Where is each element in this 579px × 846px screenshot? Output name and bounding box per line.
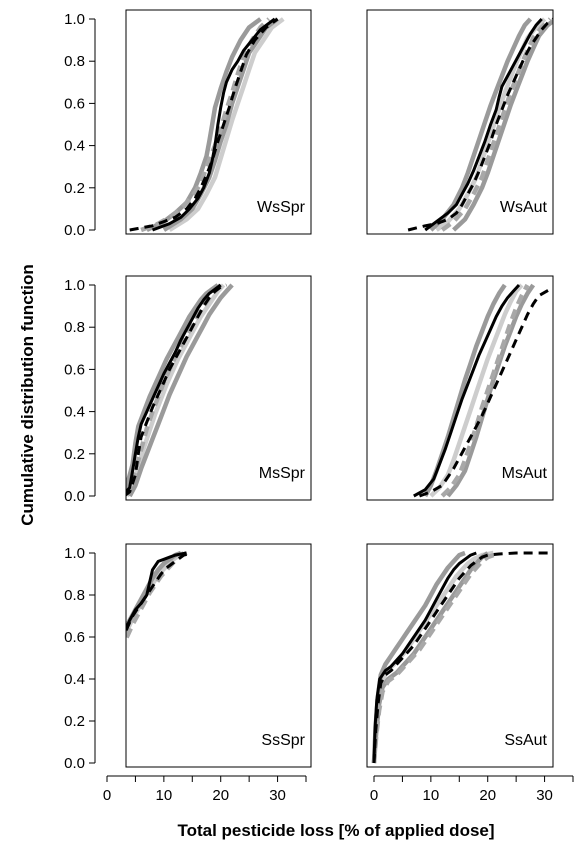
x-tick-label: 30 — [269, 787, 286, 804]
cdf-series-line-0 — [372, 551, 553, 764]
x-tick-label: 30 — [536, 787, 553, 804]
y-tick-label: 0.0 — [64, 222, 85, 239]
y-tick-label: 1.0 — [64, 545, 85, 562]
y-tick-label: 0.6 — [64, 629, 85, 646]
y-tick-label: 0.8 — [64, 319, 85, 336]
panel-wsspr: WsSpr 0.0 0.2 0.4 0.6 0.8 1.0 — [64, 9, 312, 239]
cdf-series-line-4 — [440, 17, 552, 232]
cdf-series-line-4 — [440, 283, 530, 498]
y-tick-label: 0.2 — [64, 180, 85, 197]
series-group — [126, 283, 234, 498]
cdf-series-line-3 — [127, 283, 234, 498]
panel-label: SsAut — [504, 732, 547, 749]
y-tick-label: 0.8 — [64, 587, 85, 604]
cdf-series-line-1 — [372, 551, 477, 764]
cdf-series-line-2 — [126, 283, 220, 492]
x-tick-label: 20 — [479, 787, 496, 804]
panel-frame — [366, 543, 554, 768]
panel-frame — [125, 543, 312, 768]
y-tick-label: 0.4 — [64, 404, 85, 421]
panel-frame — [125, 9, 312, 235]
cdf-series-line-0 — [407, 17, 553, 232]
x-tick-label: 0 — [103, 787, 111, 804]
panels-group: WsSpr 0.0 0.2 0.4 0.6 0.8 1.0 WsAut MsSpr 0.0 0.2 0… — [64, 9, 574, 804]
y-tick-label: 1.0 — [64, 11, 85, 28]
x-tick-label: 0 — [370, 787, 378, 804]
cdf-series-line-1 — [151, 17, 276, 232]
panel-msaut: MsAut — [366, 275, 554, 501]
cdf-series-line-3 — [452, 18, 553, 232]
x-tick-label: 10 — [156, 787, 173, 804]
cdf-series-line-0 — [126, 283, 227, 497]
series-group — [413, 283, 553, 498]
y-tick-label: 0.6 — [64, 95, 85, 112]
cdf-series-line-2 — [126, 550, 182, 635]
series-group — [371, 550, 553, 764]
y-tick-label: 0.2 — [64, 446, 85, 463]
series-group — [129, 17, 285, 233]
panel-ssspr: SsSpr 0.0 0.2 0.4 0.6 0.8 1.0 0 10 20 30 — [64, 543, 312, 804]
cdf-series-line-1 — [126, 283, 222, 495]
y-tick-label: 0.2 — [64, 713, 85, 730]
cdf-series-line-0 — [129, 17, 279, 232]
panel-frame — [366, 9, 554, 235]
cdf-series-line-4 — [371, 550, 500, 764]
cdf-series-line-5 — [168, 17, 285, 232]
cdf-series-line-5 — [429, 283, 524, 498]
cdf-series-line-2 — [429, 17, 533, 232]
cdf-series-line-4 — [140, 17, 271, 233]
y-tick-label: 1.0 — [64, 277, 85, 294]
cdf-series-line-2 — [145, 17, 262, 233]
panel-label: MsSpr — [259, 465, 306, 482]
cdf-series-line-0 — [126, 551, 193, 637]
series-group — [407, 17, 553, 232]
x-tick-label: 10 — [423, 787, 440, 804]
y-axis-label: Cumulative distribution function — [18, 264, 37, 526]
panel-label: MsAut — [502, 465, 548, 482]
cdf-series-line-0 — [418, 286, 553, 498]
panel-msspr: MsSpr 0.0 0.2 0.4 0.6 0.8 1.0 — [64, 275, 312, 505]
panel-frame — [366, 275, 554, 501]
panel-label: SsSpr — [261, 732, 305, 749]
panel-wsaut: WsAut — [366, 9, 554, 235]
y-tick-label: 0.0 — [64, 488, 85, 505]
cdf-series-line-1 — [413, 283, 521, 498]
cdf-series-line-4 — [126, 551, 185, 640]
y-tick-label: 0.4 — [64, 671, 85, 688]
y-tick-label: 0.4 — [64, 138, 85, 155]
panel-label: WsAut — [500, 199, 548, 216]
cdf-series-line-1 — [424, 17, 543, 232]
y-tick-label: 0.6 — [64, 361, 85, 378]
panel-frame — [125, 275, 312, 501]
x-axis-label: Total pesticide loss [% of applied dose] — [177, 821, 494, 840]
y-tick-label: 0.8 — [64, 53, 85, 70]
series-group — [126, 550, 193, 646]
panel-ssaut: SsAut 0 10 20 30 — [366, 543, 574, 804]
y-tick-label: 0.0 — [64, 755, 85, 772]
x-tick-label: 20 — [212, 787, 229, 804]
panel-label: WsSpr — [257, 199, 306, 216]
